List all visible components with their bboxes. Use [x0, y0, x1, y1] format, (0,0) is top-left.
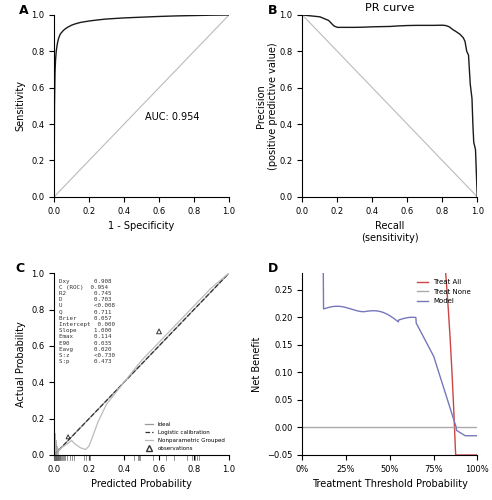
Model	[382, 310, 388, 316]
Treat None	[403, 424, 409, 430]
Nonparametric Grouped	[53, 450, 59, 456]
Treat All	[474, 452, 480, 458]
Logistic calibration	[217, 280, 223, 285]
observations	[155, 328, 163, 336]
Treat All	[453, 452, 459, 458]
X-axis label: 1 - Specificity: 1 - Specificity	[108, 221, 175, 231]
X-axis label: Recall
(sensitivity): Recall (sensitivity)	[361, 221, 419, 242]
Model	[300, 259, 306, 265]
Nonparametric Grouped	[72, 441, 78, 447]
Treat All	[384, 259, 390, 265]
Nonparametric Grouped	[83, 446, 89, 452]
Ideal	[84, 418, 90, 424]
Nonparametric Grouped	[209, 284, 215, 290]
Y-axis label: Sensitivity: Sensitivity	[16, 80, 26, 132]
Y-axis label: Net Benefit: Net Benefit	[252, 336, 262, 392]
Treat None	[384, 424, 390, 430]
Nonparametric Grouped	[55, 448, 61, 454]
Line: Ideal: Ideal	[54, 273, 229, 455]
Nonparametric Grouped	[121, 380, 127, 386]
Ideal	[98, 404, 104, 409]
Nonparametric Grouped	[90, 434, 95, 440]
Treat None	[382, 424, 388, 430]
Line: Treat All: Treat All	[303, 262, 477, 455]
Nonparametric Grouped	[77, 444, 83, 450]
Nonparametric Grouped	[156, 340, 162, 345]
X-axis label: Predicted Probability: Predicted Probability	[91, 480, 192, 490]
Nonparametric Grouped	[65, 440, 71, 446]
Line: Logistic calibration: Logistic calibration	[54, 273, 229, 455]
Text: A: A	[19, 4, 29, 17]
Model	[443, 391, 449, 397]
Nonparametric Grouped	[51, 452, 57, 458]
Nonparametric Grouped	[86, 443, 92, 449]
Treat None	[474, 424, 480, 430]
Nonparametric Grouped	[69, 438, 75, 444]
Model	[394, 318, 400, 324]
Logistic calibration	[58, 444, 64, 450]
Treat All	[403, 259, 409, 265]
Logistic calibration	[211, 286, 217, 292]
Model	[470, 432, 476, 438]
Treat All	[300, 259, 306, 265]
Nonparametric Grouped	[191, 303, 197, 309]
Model	[474, 432, 480, 438]
Model	[384, 311, 390, 317]
Text: B: B	[268, 4, 277, 17]
Ideal	[62, 441, 67, 447]
Ideal	[58, 444, 64, 450]
Logistic calibration	[98, 404, 104, 409]
Logistic calibration	[84, 418, 90, 424]
Legend: Treat All, Treat None, Model: Treat All, Treat None, Model	[414, 276, 474, 307]
Nonparametric Grouped	[139, 358, 145, 364]
Nonparametric Grouped	[60, 444, 66, 450]
Ideal	[211, 286, 217, 292]
Logistic calibration	[62, 441, 67, 447]
Text: Dxy       0.908
C (ROC)  0.954
R2        0.745
D         0.703
U         <0.008
: Dxy 0.908 C (ROC) 0.954 R2 0.745 D 0.703…	[60, 278, 115, 364]
Nonparametric Grouped	[95, 420, 101, 426]
Logistic calibration	[226, 270, 232, 276]
Legend: Ideal, Logistic calibration, Nonparametric Grouped, observations: Ideal, Logistic calibration, Nonparametr…	[143, 420, 226, 452]
Model	[403, 315, 409, 321]
Text: D: D	[268, 262, 277, 276]
Y-axis label: Precision
(positive predictive value): Precision (positive predictive value)	[256, 42, 278, 170]
Treat None	[443, 424, 449, 430]
Nonparametric Grouped	[226, 270, 232, 276]
Model	[462, 432, 468, 438]
Title: PR curve: PR curve	[365, 3, 414, 13]
Nonparametric Grouped	[52, 451, 58, 457]
Text: AUC: 0.954: AUC: 0.954	[145, 112, 200, 122]
Treat All	[394, 259, 400, 265]
Line: Nonparametric Grouped: Nonparametric Grouped	[54, 273, 229, 455]
Ideal	[226, 270, 232, 276]
Nonparametric Grouped	[174, 321, 180, 327]
Treat All	[443, 269, 449, 275]
Ideal	[51, 452, 57, 458]
Nonparametric Grouped	[104, 401, 110, 407]
Line: Model: Model	[303, 262, 477, 436]
Text: C: C	[16, 262, 25, 276]
Nonparametric Grouped	[57, 446, 62, 452]
Treat None	[300, 424, 306, 430]
X-axis label: Treatment Threshold Probability: Treatment Threshold Probability	[312, 480, 468, 490]
Logistic calibration	[51, 452, 57, 458]
Point	[64, 433, 72, 441]
Treat All	[470, 452, 476, 458]
Treat None	[394, 424, 400, 430]
Ideal	[217, 280, 223, 285]
Treat All	[382, 259, 388, 265]
Y-axis label: Actual Probability: Actual Probability	[16, 321, 26, 407]
Treat None	[470, 424, 476, 430]
